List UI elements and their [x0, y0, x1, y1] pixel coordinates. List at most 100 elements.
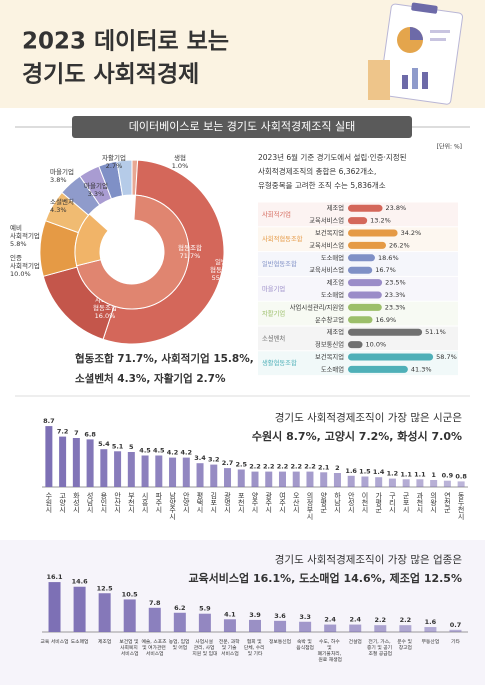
item-label: 도소매업 [321, 365, 344, 373]
bar [348, 229, 398, 237]
bar [114, 451, 122, 487]
x-tick-label: 건설업 [349, 638, 362, 645]
x-tick-label: 구리시 [388, 492, 396, 513]
bar [274, 620, 287, 632]
group-bg [258, 227, 458, 252]
item-label: 제조업 [327, 328, 344, 336]
chart-title: 경기도 사회적경제조직이 가장 많은 업종은 [275, 553, 463, 566]
x-tick-label: 군포시 [402, 492, 410, 513]
bar [424, 627, 437, 632]
bar [348, 204, 383, 212]
x-tick-label: 부동산업 [422, 638, 440, 645]
unit: [단위: %] [437, 143, 462, 151]
bar [292, 471, 300, 487]
bar [86, 439, 94, 487]
bar [402, 479, 410, 487]
x-tick-label: 김포시 [210, 492, 218, 513]
bar [348, 291, 382, 299]
value-label: 10.5 [122, 590, 139, 598]
bar [100, 449, 108, 487]
donut-segment [116, 159, 133, 197]
x-tick-label: 동두천시 [457, 492, 465, 520]
x-tick-label: 이천시 [361, 491, 369, 513]
value-label: 3.9 [249, 611, 261, 619]
bar [374, 625, 387, 632]
group-bg [258, 301, 458, 326]
summary: 소셜벤처 4.3%, 자활기업 2.7% [75, 372, 226, 385]
bar [348, 217, 368, 225]
item-label: 보건복지업 [315, 352, 344, 361]
bar [237, 469, 245, 487]
bar [210, 464, 218, 487]
bar [348, 341, 363, 349]
value-label: 1.5 [359, 468, 371, 476]
bar [348, 254, 375, 262]
illustration [368, 2, 464, 105]
item-label: 제조업 [327, 279, 344, 287]
value-label: 2.2 [304, 463, 316, 471]
x-tick-label: 예술, 스포츠 및 여가관련 서비스업 [141, 638, 168, 657]
value-label: 5.9 [199, 605, 211, 613]
x-tick-label: 오산시 [292, 492, 300, 513]
bar [73, 586, 86, 632]
group-label: 마을기업 [262, 284, 285, 293]
bar [348, 241, 386, 249]
bar [348, 316, 373, 324]
value-label: 4.5 [153, 447, 165, 455]
bar [72, 438, 80, 487]
value-label: 3.2 [208, 456, 220, 464]
value-label: 2.2 [375, 616, 387, 624]
bar [249, 619, 261, 632]
x-tick-label: 평택시 [196, 491, 204, 513]
value-label: 1.2 [387, 470, 399, 478]
value-label: 6.2 [174, 604, 186, 612]
value-label: 0.9 [442, 472, 454, 480]
value-label: 4.1 [224, 610, 236, 618]
x-tick-label: 과천시 [416, 491, 424, 513]
bar [333, 473, 341, 487]
value-label: 4.2 [167, 449, 179, 457]
bar [299, 621, 312, 632]
title: 경기도 사회적경제 [22, 62, 199, 88]
bar [223, 619, 236, 632]
segment-label: 협동조합 [178, 243, 202, 252]
bar [443, 480, 451, 487]
value-label: 58.7% [436, 353, 457, 361]
segment-value: 3.8% [50, 176, 67, 184]
item-label: 보건복지업 [315, 228, 344, 237]
bar [196, 463, 204, 487]
bar [278, 471, 286, 487]
segment-label: 생협 [174, 153, 186, 162]
description: 유형중복을 고려한 조직 수는 5,836개소 [258, 180, 386, 190]
segment-value: 16.0% [95, 312, 116, 320]
bar [348, 279, 383, 287]
item-label: 도소매업 [321, 254, 344, 262]
x-tick-label: 안양시 [182, 491, 190, 513]
value-label: 0.8 [455, 472, 467, 480]
x-tick-label: 의정부시 [306, 491, 314, 520]
bar [148, 607, 161, 632]
bar [457, 481, 465, 487]
value-label: 2.2 [277, 463, 289, 471]
value-label: 5.1 [112, 442, 124, 450]
x-tick-label: 포천시 [237, 492, 245, 513]
value-label: 1.1 [414, 470, 426, 478]
bar [169, 457, 177, 487]
x-tick-label: 전기, 가스, 증기 및 공기 조절 공급업 [367, 638, 394, 657]
item-label: 도소매업 [321, 291, 344, 299]
bar [173, 612, 186, 632]
value-label: 2 [335, 464, 340, 472]
x-tick-label: 농업, 임업 및 어업 [169, 638, 191, 651]
value-label: 16.9% [376, 316, 397, 324]
segment-value: 15.8% [112, 252, 133, 260]
banner-bg [72, 116, 412, 138]
x-tick-label: 숙박 및 음식점업 [296, 638, 314, 651]
value-label: 2.2 [263, 463, 275, 471]
value-label: 5.4 [98, 440, 110, 448]
value-label: 2.2 [400, 616, 412, 624]
chart-subtitle: 교육서비스업 16.1%, 도소매업 14.6%, 제조업 12.5% [188, 571, 462, 585]
x-tick-label: 정보통신업 [269, 638, 291, 645]
value-label: 7.8 [149, 599, 161, 607]
group-label: 생활협동조합 [262, 358, 297, 367]
x-tick-label: 양주시 [251, 492, 259, 513]
